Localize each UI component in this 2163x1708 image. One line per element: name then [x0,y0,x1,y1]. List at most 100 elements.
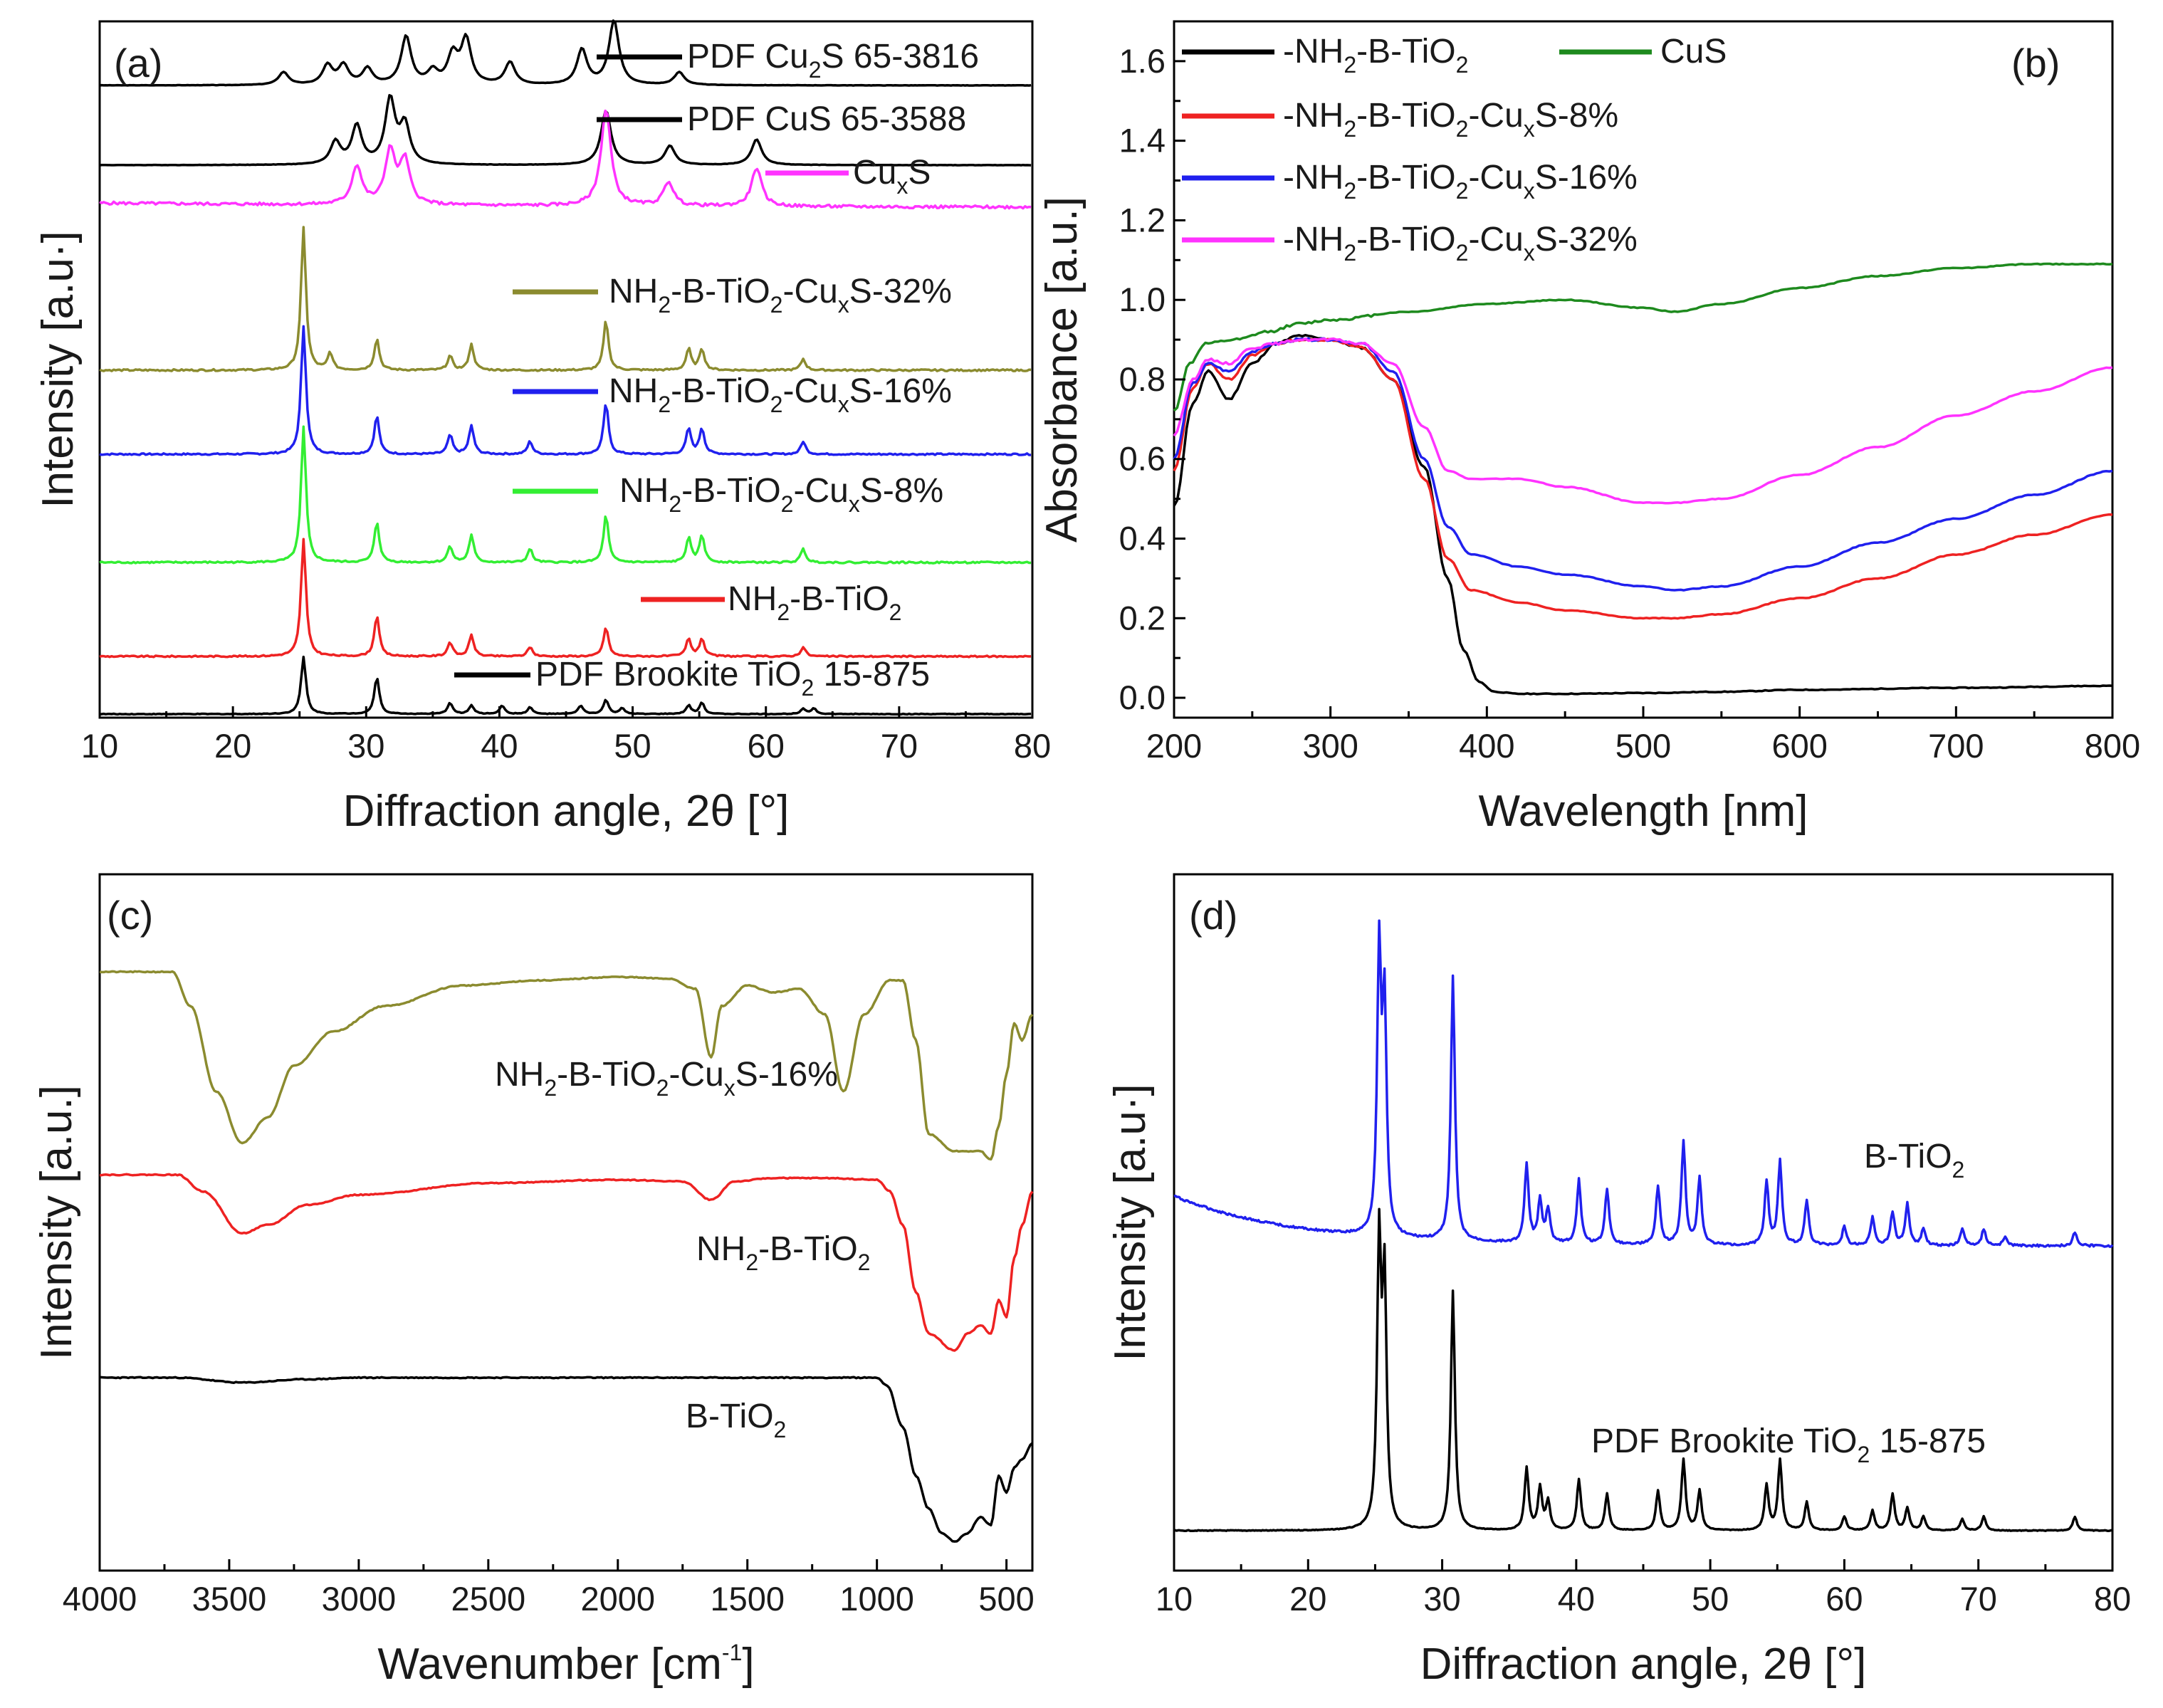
panel-c-series-label: B-TiO2 [686,1398,786,1442]
label-part: -Cu [1468,97,1523,135]
label-part: PDF Cu [687,38,809,75]
label-subscript: 2 [801,675,814,701]
label-part: NH [619,472,669,510]
panel-a-series-cuxs [99,109,1032,210]
label-part: B-TiO [1864,1138,1952,1175]
panel-c-series-ftir-nh2 [100,1173,1034,1352]
panel-b-y-tick-label: 1.4 [1119,122,1166,159]
panel-b-y-tick-label: 1.0 [1119,281,1166,318]
panel-b-y-tick-label: 1.6 [1119,42,1166,80]
label-part: S-32% [849,273,952,310]
panel-c-series-label: NH2-B-TiO2 [696,1230,870,1275]
panel-a-x-tick-label: 70 [881,727,918,765]
panel-a-legend-label: NH2-B-TiO2-CuxS-32% [609,273,952,318]
panel-d-x-tick-label: 40 [1558,1580,1595,1618]
label-subscript: 2 [656,1075,669,1101]
label-subscript: 2 [858,1249,871,1275]
label-part: -NH [1283,33,1344,70]
panel-d-series-xrd-b-tio2 [1173,919,2114,1248]
panel-c-xlabel-part: ] [742,1640,754,1689]
panel-d-series-label: PDF Brookite TiO2 15-875 [1591,1423,1986,1467]
panel-b-series-uv-32 [1173,337,2113,505]
label-subscript: 2 [1456,52,1469,78]
label-part: -Cu [1468,221,1523,258]
label-part: -B-TiO [758,1230,858,1268]
label-part: NH [728,580,777,618]
panel-b-series-uv-8 [1173,337,2113,620]
panel-a-x-tick-label: 20 [214,727,251,765]
label-subscript: x [849,491,860,517]
panel-c-x-tick-label: 2000 [580,1580,655,1618]
label-part: -Cu [782,372,837,410]
panel-a-x-tick-label: 60 [748,727,785,765]
panel-a-legend-label: CuxS [853,154,931,199]
panel-a-label: (a) [114,41,162,85]
panel-d-x-tick-label: 50 [1692,1580,1729,1618]
panel-c-series-ftir-16 [99,970,1034,1161]
label-part: PDF Brookite TiO [535,656,801,693]
label-subscript: 2 [745,1249,758,1275]
label-part: S-16% [735,1056,838,1094]
panel-b-x-axis-label: Wavelength [nm] [1479,787,1808,836]
label-subscript: x [838,292,849,318]
label-subscript: 2 [1857,1442,1870,1467]
label-subscript: 2 [809,57,822,83]
label-part: PDF CuS 65-3588 [687,100,966,138]
panel-b-series-uv-nh2 [1173,333,2113,696]
panel-c-xlabel-sup: -1 [722,1640,742,1665]
panel-c-x-tick-label: 500 [978,1580,1034,1618]
panel-b-legend-label: CuS [1660,33,1727,70]
label-part: NH [495,1056,544,1094]
panel-d-series-xrd-pdf [1173,1207,2113,1533]
label-part: S-16% [1535,159,1638,197]
panel-d-plot-area [1173,873,2114,1572]
label-part: NH [696,1230,745,1268]
panel-c-series-ftir-b [99,1376,1034,1543]
label-subscript: 2 [658,292,671,318]
panel-a-legend-label: PDF CuS 65-3588 [687,100,966,138]
label-part: S-8% [860,472,943,510]
label-subscript: 2 [544,1075,557,1101]
panel-a-x-tick-label: 40 [481,727,518,765]
label-subscript: 2 [1344,240,1356,266]
label-subscript: 2 [1456,116,1469,142]
label-subscript: 2 [770,292,783,318]
label-subscript: 2 [1344,116,1356,142]
panel-c-x-tick-label: 1000 [839,1580,914,1618]
label-subscript: x [724,1075,735,1101]
panel-a-x-tick-label: 10 [81,727,118,765]
label-part: S 65-3816 [822,38,980,75]
label-part: -NH [1283,159,1344,197]
label-part: 15-875 [1870,1423,1986,1460]
label-part: 15-875 [814,656,930,693]
panel-d-x-tick-label: 60 [1826,1580,1863,1618]
label-part: -B-TiO [790,580,889,618]
panel-b-legend-label: -NH2-B-TiO2-CuxS-32% [1283,221,1638,266]
label-subscript: 2 [1952,1157,1965,1183]
panel-b-legend-label: -NH2-B-TiO2 [1283,33,1468,78]
label-subscript: x [1524,240,1535,266]
panel-a-series-pdf-cus [99,94,1032,167]
panel-d-series-label: B-TiO2 [1864,1138,1964,1183]
panel-d-x-tick-label: 80 [2094,1580,2131,1618]
label-part: Cu [853,154,896,192]
label-subscript: x [838,392,849,417]
panel-b-y-tick-label: 0.4 [1119,520,1166,557]
panel-a-legend-label: PDF Brookite TiO2 15-875 [535,656,930,701]
panel-a-legend-label: NH2-B-TiO2-CuxS-8% [619,472,943,517]
panel-b-x-tick-label: 200 [1146,727,1202,765]
panel-d-y-axis-label: Intensity [a.u·] [1106,1084,1155,1361]
panel-b-series-uv-cus [1173,262,2113,412]
label-subscript: 2 [777,599,790,625]
panel-d-x-tick-label: 70 [1960,1580,1997,1618]
panel-b: -NH2-B-TiO2 CuS-NH2-B-TiO2-CuxS-8%-NH2-B-… [1037,20,2140,836]
label-part: -B-TiO [681,472,781,510]
panel-c-x-axis-label: Wavenumber [cm-1] [377,1640,754,1689]
label-part: NH [609,273,658,310]
panel-b-x-tick-label: 300 [1302,727,1358,765]
label-subscript: 2 [770,392,783,417]
